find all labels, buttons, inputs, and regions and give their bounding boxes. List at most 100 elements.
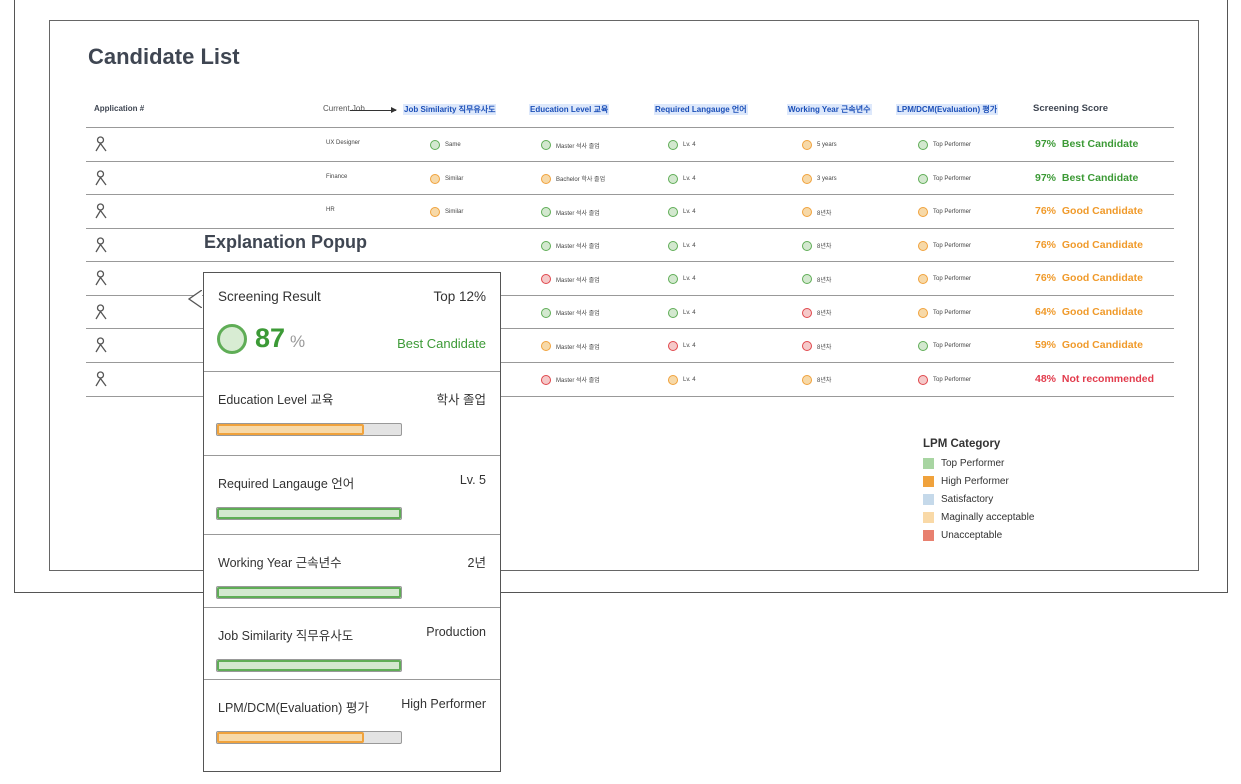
status-dot-icon: [541, 307, 551, 318]
cell-lpm: Top Performer: [918, 307, 971, 318]
cell-lpm: Top Performer: [918, 207, 971, 217]
factor-bar-fill: [217, 587, 401, 598]
factor-value: 2년: [467, 556, 486, 570]
factor-section: Education Level 교육 학사 졸업: [204, 371, 500, 456]
arrow-icon: [350, 107, 397, 113]
page-title: Candidate List: [88, 44, 240, 69]
factor-label: Working Year 근속년수: [218, 556, 342, 570]
cell-working-year: 3 years: [802, 173, 837, 184]
status-dot-icon: [802, 374, 812, 385]
status-dot-icon: [541, 274, 551, 284]
status-dot-icon: [802, 341, 812, 351]
status-dot-icon: [541, 341, 551, 351]
cell-language: Lv. 4: [668, 207, 696, 217]
table-row[interactable]: HR Similar Master 석사 졸업 Lv. 4 8년차 Top Pe…: [86, 194, 1174, 228]
user-icon: [95, 203, 107, 219]
verdict: Best Candidate: [397, 336, 486, 351]
table-row[interactable]: Master 석사 졸업 Lv. 4 8년차 Top Performer 76%…: [86, 227, 1174, 262]
legend-swatch-icon: [923, 457, 934, 469]
status-dot-icon: [802, 207, 812, 217]
inner-window-frame: [49, 20, 1199, 571]
cell-working-year: 5 years: [802, 140, 837, 150]
legend-title: LPM Category: [923, 438, 1001, 450]
cell-language: Lv. 4: [668, 374, 696, 385]
table-row[interactable]: Master 석사 졸업 Lv. 4 8년차 Top Performer 48%…: [86, 361, 1174, 397]
factor-section: Required Langauge 언어 Lv. 5: [204, 455, 500, 535]
table-row[interactable]: UX Designer Same Master 석사 졸업 Lv. 4 5 ye…: [86, 127, 1174, 161]
legend-item: High Performer: [923, 472, 1034, 490]
cell-education: Master 석사 졸업: [541, 207, 600, 217]
status-dot-icon: [918, 307, 928, 318]
factor-label: Required Langauge 언어: [218, 477, 355, 491]
factor-section: Job Similarity 직무유사도 Production: [204, 607, 500, 680]
status-dot-icon: [918, 240, 928, 251]
status-dot-icon: [430, 140, 440, 150]
header-lpm[interactable]: LPM/DCM(Evaluation) 평가: [896, 104, 999, 115]
status-dot-icon: [918, 374, 928, 385]
screening-score: 76% Good Candidate: [1035, 272, 1143, 284]
legend-item: Unacceptable: [923, 526, 1034, 544]
header-working-year[interactable]: Working Year 근속년수: [787, 104, 872, 115]
cell-similarity: Same: [430, 140, 461, 150]
table-row[interactable]: Master 석사 졸업 Lv. 4 8년차 Top Performer 64%…: [86, 294, 1174, 329]
legend-swatch-icon: [923, 475, 934, 487]
user-icon: [95, 236, 107, 252]
cell-working-year: 8년차: [802, 274, 831, 284]
header-language[interactable]: Required Langauge 언어: [654, 104, 748, 115]
table-row[interactable]: Finance Similar Bachelor 학사 졸업 Lv. 4 3 y…: [86, 160, 1174, 195]
cell-lpm: Top Performer: [918, 173, 971, 184]
header-current-job: Current Job: [323, 104, 365, 113]
user-icon: [95, 136, 107, 152]
user-icon: [95, 337, 107, 353]
status-dot-icon: [541, 173, 551, 184]
screening-score: 64% Good Candidate: [1035, 305, 1143, 318]
screening-score: 97% Best Candidate: [1035, 171, 1139, 184]
status-dot-icon: [918, 173, 928, 184]
legend-swatch-icon: [923, 511, 934, 523]
score-unit: %: [290, 332, 306, 351]
header-job-similarity[interactable]: Job Similarity 직무유사도: [403, 104, 497, 115]
cell-language: Lv. 4: [668, 140, 696, 150]
explanation-popup: Screening Result Top 12% 87 % Best Candi…: [203, 272, 501, 772]
cell-education: Master 석사 졸업: [541, 240, 600, 251]
factor-value: Production: [426, 625, 486, 639]
cell-similarity: Similar: [430, 207, 463, 217]
status-dot-icon: [541, 140, 551, 150]
status-dot-icon: [668, 374, 678, 385]
legend-item: Satisfactory: [923, 490, 1034, 508]
cell-education: Master 석사 졸업: [541, 274, 600, 284]
status-dot-icon: [918, 207, 928, 217]
status-dot-icon: [918, 140, 928, 150]
status-dot-icon: [541, 374, 551, 385]
table-row[interactable]: Master 석사 졸업 Lv. 4 8년차 Top Performer 76%…: [86, 261, 1174, 295]
user-icon: [95, 303, 107, 319]
status-dot-icon: [668, 240, 678, 251]
cell-lpm: Top Performer: [918, 374, 971, 385]
cell-language: Lv. 4: [668, 240, 696, 251]
screening-score: 59% Good Candidate: [1035, 339, 1143, 351]
legend-item: Top Performer: [923, 454, 1034, 472]
user-icon: [95, 370, 107, 386]
status-dot-icon: [918, 274, 928, 284]
cell-language: Lv. 4: [668, 274, 696, 284]
factor-value: Lv. 5: [459, 473, 486, 487]
status-dot-icon: [668, 341, 678, 351]
factor-section: Working Year 근속년수 2년: [204, 534, 500, 608]
cell-working-year: 8년차: [802, 207, 831, 217]
factor-section: LPM/DCM(Evaluation) 평가 High Performer: [204, 679, 500, 771]
factor-bar-fill: [217, 660, 401, 671]
factor-bar-fill: [217, 424, 365, 435]
current-job: Finance: [326, 173, 348, 180]
status-dot-icon: [802, 307, 812, 318]
table-row[interactable]: Master 석사 졸업 Lv. 4 8년차 Top Performer 59%…: [86, 328, 1174, 362]
status-dot-icon: [430, 207, 440, 217]
cell-lpm: Top Performer: [918, 274, 971, 284]
header-screening-score: Screening Score: [1033, 103, 1108, 114]
factor-label: Job Similarity 직무유사도: [218, 629, 354, 643]
outer-window-frame: [14, 0, 1228, 593]
status-dot-icon: [668, 207, 678, 217]
header-education[interactable]: Education Level 교육: [529, 104, 610, 115]
popup-title: Explanation Popup: [204, 232, 384, 253]
result-label: Screening Result: [218, 289, 321, 304]
screening-result-section: Screening Result Top 12% 87 % Best Candi…: [204, 273, 500, 372]
